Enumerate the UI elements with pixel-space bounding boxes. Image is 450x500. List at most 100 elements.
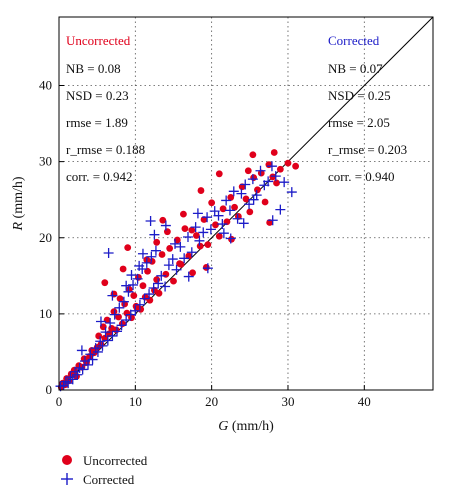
corrected-point <box>270 171 281 182</box>
uncorrected-point <box>146 296 154 304</box>
x-tick-label: 20 <box>205 394 218 409</box>
uncorrected-point <box>97 340 105 348</box>
x-tick-label: 10 <box>129 394 142 409</box>
uncorrected-stat-rmse: rmse = 1.89 <box>66 115 128 130</box>
y-tick-label: 10 <box>39 306 52 321</box>
uncorrected-point <box>188 226 196 234</box>
uncorrected-point <box>166 245 174 252</box>
uncorrected-point <box>197 187 205 194</box>
corrected-point <box>60 376 71 387</box>
uncorrected-point <box>170 277 177 285</box>
uncorrected-point <box>192 232 200 239</box>
uncorrected-stat-corr: corr. = 0.942 <box>66 169 133 184</box>
corrected-point <box>145 216 156 227</box>
corrected-point <box>134 260 145 271</box>
corrected-point <box>156 270 167 281</box>
uncorrected-point <box>231 203 238 211</box>
corrected-point <box>97 340 108 351</box>
legend-corrected-marker <box>61 473 73 485</box>
corrected-point <box>198 227 209 238</box>
corrected-point <box>255 165 266 176</box>
uncorrected-stat-nb: NB = 0.08 <box>66 61 121 76</box>
corrected-point <box>76 345 87 356</box>
corrected-stat-rmse: rmse = 2.05 <box>328 115 390 130</box>
corrected-point <box>112 326 123 337</box>
corrected-point <box>267 215 278 226</box>
corrected-point <box>194 235 205 246</box>
y-tick-label: 40 <box>39 78 52 93</box>
legend-uncorrected-marker <box>62 455 72 465</box>
uncorrected-stat-nsd: NSD = 0.23 <box>66 88 129 103</box>
uncorrected-point <box>159 216 167 224</box>
uncorrected-point <box>130 292 138 300</box>
uncorrected-point <box>189 269 196 277</box>
corrected-point <box>263 176 274 187</box>
legend: Uncorrected Corrected <box>61 453 148 487</box>
uncorrected-point <box>124 244 132 252</box>
corrected-point <box>92 346 103 357</box>
corrected-point <box>128 279 139 290</box>
corrected-point <box>225 233 236 244</box>
x-axis-title: G (mm/h) <box>218 419 274 434</box>
corrected-point <box>95 336 106 347</box>
uncorrected-point <box>215 232 223 240</box>
corrected-point <box>238 218 249 229</box>
legend-uncorrected-label: Uncorrected <box>83 453 148 468</box>
uncorrected-point <box>110 308 118 315</box>
corrected-point <box>95 316 106 327</box>
corrected-stat-nsd: NSD = 0.25 <box>328 88 391 103</box>
uncorrected-point <box>163 228 171 236</box>
corrected-point <box>150 245 161 256</box>
corrected-point <box>132 273 143 284</box>
corrected-point <box>144 289 155 300</box>
uncorrected-point <box>162 270 170 278</box>
corrected-point <box>153 278 164 289</box>
x-axis-unit: (mm/h) <box>228 419 274 434</box>
uncorrected-point <box>116 295 124 303</box>
corrected-point <box>134 299 145 310</box>
corrected-point <box>100 327 111 338</box>
corrected-point <box>118 296 129 307</box>
y-axis-unit: (mm/h) <box>11 176 26 222</box>
corrected-point <box>175 241 186 252</box>
corrected-point <box>244 199 255 210</box>
uncorrected-point <box>215 170 223 178</box>
corrected-point <box>228 186 239 197</box>
corrected-point <box>205 224 216 235</box>
corrected-point <box>221 195 232 206</box>
uncorrected-point <box>158 251 166 258</box>
plot-frame <box>58 16 434 391</box>
uncorrected-point <box>227 194 235 201</box>
corrected-point <box>248 194 259 205</box>
x-tick-label: 40 <box>358 394 371 409</box>
corrected-point <box>160 220 171 231</box>
corrected-point <box>105 318 116 329</box>
corrected-point <box>102 335 113 346</box>
corrected-point <box>167 254 178 265</box>
uncorrected-point <box>265 161 273 169</box>
corrected-point <box>130 305 141 316</box>
uncorrected-point <box>292 162 300 170</box>
corrected-point <box>137 248 148 259</box>
uncorrected-point <box>103 316 111 324</box>
corrected-points <box>55 161 297 392</box>
corrected-point <box>123 286 134 297</box>
corrected-point <box>163 260 174 271</box>
uncorrected-point <box>153 276 161 284</box>
corrected-stat-corr: corr. = 0.940 <box>328 169 395 184</box>
uncorrected-point <box>180 210 187 218</box>
corrected-point <box>190 222 201 233</box>
uncorrected-point <box>153 238 161 246</box>
uncorrected-stat-r-rmse: r_rmse = 0.188 <box>66 142 145 157</box>
uncorrected-point <box>246 208 254 216</box>
y-axis-variable: R <box>11 222 26 232</box>
corrected-point <box>182 231 193 242</box>
uncorrected-point <box>119 265 127 273</box>
uncorrected-point <box>270 149 278 156</box>
uncorrected-point <box>249 151 257 159</box>
x-tick-label: 30 <box>281 394 294 409</box>
uncorrected-point <box>254 186 261 194</box>
y-axis-title: R (mm/h) <box>11 176 26 231</box>
uncorrected-point <box>228 235 235 243</box>
